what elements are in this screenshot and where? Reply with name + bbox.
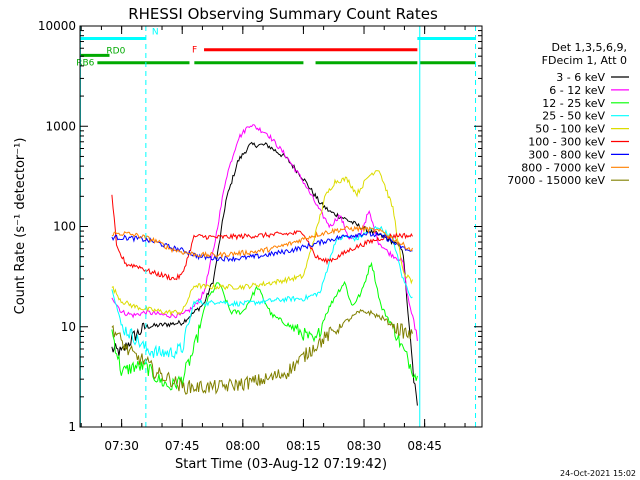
flag-bars: N F RD0 RB6 [76, 28, 476, 69]
legend-header-line-1: Det 1,3,5,6,9, [551, 41, 627, 54]
y-tick-label-1: 10 [61, 320, 76, 334]
legend: Det 1,3,5,6,9, FDecim 1, Att 0 3 - 6 keV… [507, 41, 629, 187]
series-line-0 [111, 141, 418, 406]
legend-label-5: 100 - 300 keV [528, 136, 605, 149]
series-line-6 [111, 231, 413, 263]
x-tick-label-4: 08:30 [347, 439, 382, 453]
legend-label-6: 300 - 800 keV [528, 148, 605, 161]
x-tick-label-2: 08:00 [226, 439, 261, 453]
y-tick-label-2: 100 [53, 220, 76, 234]
legend-label-1: 6 - 12 keV [549, 84, 605, 97]
y-tick-label-4: 10000 [38, 19, 76, 33]
y-tick-label-0: 1 [68, 420, 76, 434]
legend-label-3: 25 - 50 keV [542, 110, 605, 123]
series-line-7 [111, 224, 413, 259]
series-line-3 [111, 225, 413, 360]
legend-label-0: 3 - 6 keV [556, 71, 605, 84]
flag-label-n: N [152, 28, 159, 38]
x-axis-ticks: 07:30 07:45 08:00 08:15 08:30 08:45 [80, 26, 466, 453]
legend-header-line-2: FDecim 1, Att 0 [542, 54, 627, 67]
legend-label-2: 12 - 25 keV [542, 97, 605, 110]
y-axis-label: Count Rate (s⁻¹ detector⁻¹) [13, 138, 28, 315]
series-line-4 [111, 170, 413, 316]
legend-label-7: 800 - 7000 keV [521, 161, 605, 174]
x-tick-label-3: 08:15 [286, 439, 321, 453]
series-lines [111, 124, 418, 406]
footer-timestamp: 24-Oct-2021 15:02 [560, 469, 636, 478]
y-tick-label-3: 1000 [45, 119, 76, 133]
x-tick-label-0: 07:30 [104, 439, 139, 453]
flag-label-rd0: RD0 [106, 46, 125, 56]
x-tick-label-5: 08:45 [407, 439, 442, 453]
series-line-1 [111, 124, 418, 341]
legend-label-8: 7000 - 15000 keV [507, 174, 605, 187]
flag-label-f: F [192, 46, 197, 56]
y-axis-ticks: 1 10 100 1000 10000 [38, 19, 482, 434]
x-tick-label-1: 07:45 [165, 439, 200, 453]
series-line-5 [111, 194, 413, 281]
series-line-8 [111, 308, 413, 395]
legend-label-4: 50 - 100 keV [535, 123, 605, 136]
chart-title: RHESSI Observing Summary Count Rates [128, 5, 438, 23]
x-axis-label: Start Time (03-Aug-12 07:19:42) [175, 457, 387, 472]
flag-label-rb6: RB6 [76, 59, 94, 69]
